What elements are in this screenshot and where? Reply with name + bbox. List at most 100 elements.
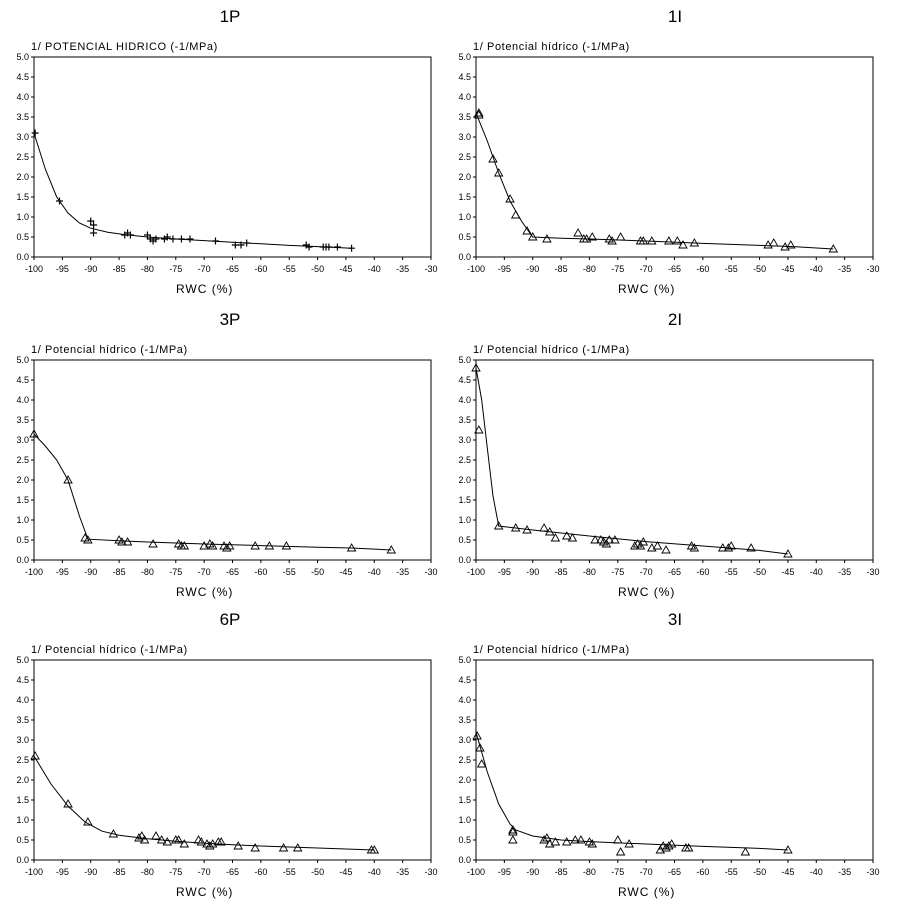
x-tick-label: -80 <box>583 867 596 877</box>
y-tick-label: 1.0 <box>16 815 29 825</box>
x-tick-label: -30 <box>424 567 437 577</box>
y-axis-label: 1/ Potencial hídrico (-1/MPa) <box>31 344 188 356</box>
data-point <box>278 843 289 852</box>
x-tick-label: -90 <box>84 264 97 274</box>
chart-panel-1i: 1I 1/ Potencial hídrico (-1/MPa) 0.0 0.5 1.0… <box>458 7 879 296</box>
x-tick-label: -60 <box>254 867 267 877</box>
y-tick-label: 0.0 <box>16 855 29 865</box>
data-point <box>173 835 184 844</box>
data-point <box>604 234 615 243</box>
x-tick-label: -75 <box>611 264 624 274</box>
x-tick-label: -100 <box>467 567 485 577</box>
data-point <box>325 243 333 251</box>
fit-curve <box>33 755 375 851</box>
data-point <box>508 825 518 834</box>
chart-panel-3p: 3P 1/ Potencial hídrico (-1/MPa) 0.0 0.5 1.0… <box>16 310 437 599</box>
x-tick-label: -55 <box>283 264 296 274</box>
data-point <box>527 232 538 241</box>
y-tick-label: 3.0 <box>458 435 471 445</box>
data-point <box>108 829 119 838</box>
y-tick-label: 2.5 <box>458 455 471 465</box>
data-point <box>505 194 515 203</box>
chart-title: 1P <box>220 7 241 26</box>
data-point <box>544 839 555 848</box>
x-axis-label: RWC (%) <box>176 585 233 599</box>
y-tick-label: 0.5 <box>458 232 471 242</box>
x-tick-label: -70 <box>198 867 211 877</box>
x-tick-label: -75 <box>169 264 182 274</box>
data-point <box>205 841 215 850</box>
x-tick-label: -75 <box>169 867 182 877</box>
fit-curve <box>475 112 834 250</box>
data-point <box>205 539 215 548</box>
data-point <box>90 229 98 237</box>
y-tick-label: 2.5 <box>16 755 29 765</box>
data-point <box>346 543 357 552</box>
x-tick-label: -60 <box>696 567 709 577</box>
data-point <box>177 235 185 243</box>
chart-title: 3I <box>668 610 682 629</box>
data-point <box>587 839 598 848</box>
x-tick-label: -35 <box>838 264 851 274</box>
x-axis-label: RWC (%) <box>618 585 675 599</box>
y-tick-label: 2.5 <box>458 152 471 162</box>
x-tick-label: -100 <box>467 264 485 274</box>
plot-frame <box>33 659 432 861</box>
data-point <box>726 541 736 550</box>
x-tick-label: -90 <box>526 867 539 877</box>
x-tick-label: -85 <box>555 567 568 577</box>
data-point <box>233 841 243 850</box>
y-tick-label: 1.0 <box>458 815 471 825</box>
y-tick-label: 2.0 <box>16 172 29 182</box>
data-point <box>83 535 93 544</box>
y-tick-label: 0.5 <box>16 535 29 545</box>
x-axis-label: RWC (%) <box>176 282 233 296</box>
data-point <box>292 843 303 852</box>
data-point <box>199 541 209 550</box>
x-tick-label: -65 <box>668 867 681 877</box>
x-tick-label: -95 <box>498 567 511 577</box>
data-point <box>539 835 549 844</box>
chart-panel-2i: 2I 1/ Potencial hídrico (-1/MPa) 0.0 0.5 1.0… <box>458 310 879 599</box>
x-tick-label: -70 <box>198 264 211 274</box>
x-tick-label: -100 <box>25 567 43 577</box>
chart-panel-6p: 6P 1/ Potencial hídrico (-1/MPa) 0.0 0.5 1.0… <box>16 610 437 899</box>
data-point <box>590 535 600 544</box>
data-point <box>63 475 73 484</box>
y-tick-label: 3.0 <box>458 735 471 745</box>
data-point <box>139 835 150 844</box>
x-tick-label: -50 <box>753 567 766 577</box>
x-tick-label: -70 <box>198 567 211 577</box>
data-point <box>493 521 504 530</box>
y-tick-label: 4.0 <box>16 92 29 102</box>
x-axis-label: RWC (%) <box>618 885 675 899</box>
data-point <box>211 237 219 245</box>
data-point <box>114 535 124 544</box>
y-tick-label: 0.5 <box>16 835 29 845</box>
data-point <box>664 236 674 245</box>
x-tick-label: -65 <box>668 567 681 577</box>
x-tick-label: -95 <box>498 867 511 877</box>
x-tick-label: -50 <box>753 867 766 877</box>
chart-panel-1p: 1P 1/ POTENCIAL HIDRICO (-1/MPa) 0.0 0.5 1.0… <box>16 7 437 296</box>
data-point <box>333 243 341 251</box>
y-tick-label: 2.5 <box>16 152 29 162</box>
x-axis-label: RWC (%) <box>176 885 233 899</box>
y-axis-label: 1/ Potencial hídrico (-1/MPa) <box>473 41 630 53</box>
x-tick-label: -80 <box>141 264 154 274</box>
data-point <box>30 751 40 760</box>
data-point <box>615 847 626 856</box>
data-point <box>604 535 615 544</box>
data-point <box>179 839 190 848</box>
y-tick-label: 0.0 <box>16 252 29 262</box>
y-tick-label: 5.0 <box>458 52 471 62</box>
data-point <box>305 243 313 251</box>
data-point <box>638 537 649 546</box>
data-point <box>768 238 779 247</box>
x-tick-label: -60 <box>696 264 709 274</box>
data-point <box>542 234 552 243</box>
x-tick-label: -45 <box>781 264 794 274</box>
data-point <box>664 841 674 850</box>
x-tick-label: -100 <box>25 264 43 274</box>
x-tick-label: -85 <box>113 867 126 877</box>
